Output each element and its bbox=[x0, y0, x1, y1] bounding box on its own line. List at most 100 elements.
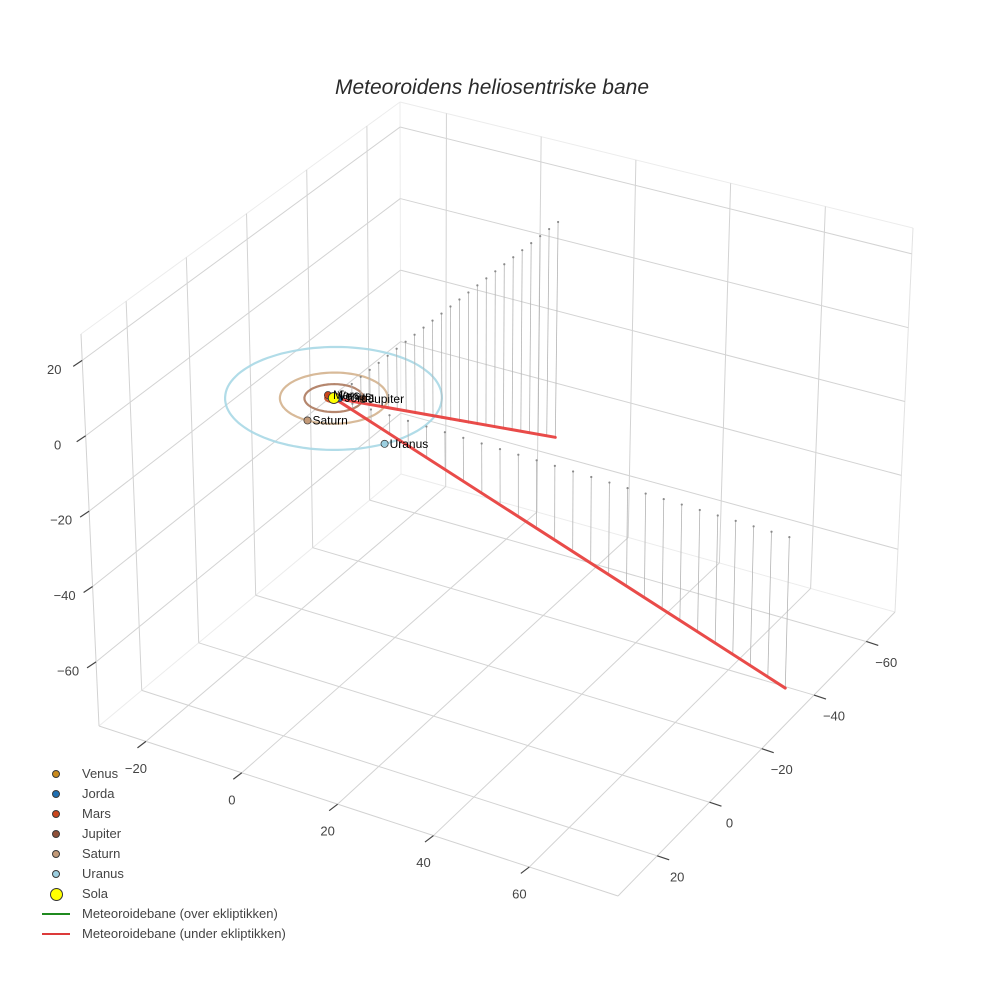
legend-item-saturn[interactable]: Saturn bbox=[36, 844, 326, 864]
drop-line bbox=[714, 515, 719, 643]
legend-item-uranus[interactable]: Uranus bbox=[36, 864, 326, 884]
legend-item-jupiter[interactable]: Jupiter bbox=[36, 824, 326, 844]
drop-line-dot bbox=[608, 481, 611, 484]
y-tick-label: −40 bbox=[823, 709, 845, 724]
planet-markers bbox=[303, 391, 389, 448]
drop-line-dot bbox=[351, 402, 354, 405]
green-line-icon bbox=[42, 913, 70, 915]
legend-label: Jupiter bbox=[82, 826, 122, 841]
box-edge bbox=[400, 473, 896, 613]
drop-line-dot bbox=[626, 486, 629, 490]
jupiter-marker[interactable] bbox=[359, 395, 368, 403]
grid-line bbox=[81, 126, 401, 361]
jupiter-marker-icon bbox=[52, 830, 60, 838]
grid-line bbox=[241, 511, 538, 774]
grid-line bbox=[400, 412, 899, 550]
drop-line-dot bbox=[440, 312, 443, 315]
grid-line bbox=[366, 126, 371, 501]
drop-line bbox=[732, 520, 737, 654]
legend-item-path-above[interactable]: Meteoroidebane (over ekliptikken) bbox=[36, 904, 326, 924]
legend-item-venus[interactable]: Venus bbox=[36, 764, 326, 784]
z-tick-mark bbox=[83, 586, 93, 594]
drop-line bbox=[503, 264, 505, 430]
grid-line bbox=[445, 113, 447, 487]
saturn-orbit bbox=[278, 371, 389, 425]
saturn-marker[interactable] bbox=[303, 416, 312, 425]
jorda-label: Jorda bbox=[344, 391, 374, 405]
drop-line-dot bbox=[680, 503, 683, 506]
x-tick-label: 20 bbox=[320, 824, 334, 839]
z-tick-label: −40 bbox=[54, 588, 76, 603]
box-edge bbox=[894, 227, 914, 613]
grid-line bbox=[85, 198, 401, 437]
drop-line-dot bbox=[716, 514, 719, 517]
drop-line bbox=[608, 482, 610, 573]
drop-line-dot bbox=[553, 464, 556, 467]
drop-line-dot bbox=[406, 419, 410, 422]
legend-item-path-below[interactable]: Meteoroidebane (under ekliptikken) bbox=[36, 924, 326, 944]
grid-lines bbox=[81, 113, 912, 868]
legend-label: Meteoroidebane (over ekliptikken) bbox=[82, 906, 278, 921]
x-tick-mark bbox=[232, 772, 243, 780]
drop-line-dot bbox=[535, 459, 538, 462]
box-edge bbox=[399, 101, 914, 229]
legend-label: Mars bbox=[82, 806, 111, 821]
y-tick-mark bbox=[709, 801, 722, 807]
z-tick-label: 20 bbox=[47, 362, 61, 377]
sun-marker-icon bbox=[50, 888, 63, 901]
x-tick-mark bbox=[328, 803, 339, 812]
z-tick-label: 0 bbox=[54, 437, 61, 452]
y-tick-mark bbox=[761, 748, 774, 754]
drop-line-dot bbox=[431, 319, 434, 322]
mars-marker-icon bbox=[52, 810, 60, 818]
red-line-icon bbox=[42, 933, 70, 935]
drop-line-dot bbox=[503, 263, 506, 266]
grid-line bbox=[337, 537, 629, 805]
legend-label: Sola bbox=[82, 886, 109, 901]
drop-line-dot bbox=[498, 448, 502, 451]
legend-item-jorda[interactable]: Jorda bbox=[36, 784, 326, 804]
drop-line-dot bbox=[413, 333, 416, 336]
drop-line bbox=[529, 243, 532, 434]
drop-line-dot bbox=[480, 442, 483, 445]
drop-line-dot bbox=[662, 497, 665, 501]
drop-line-dot bbox=[476, 284, 479, 287]
drop-line-dot bbox=[422, 326, 425, 329]
drop-line-dot bbox=[341, 389, 344, 393]
box-edge bbox=[80, 101, 401, 335]
drop-line-dot bbox=[494, 270, 497, 273]
y-tick-label: −60 bbox=[875, 655, 897, 670]
drop-line-dot bbox=[770, 530, 773, 533]
drop-line-dot bbox=[530, 242, 533, 245]
x-tick-label: 60 bbox=[512, 886, 526, 901]
sun-marker[interactable] bbox=[327, 392, 340, 404]
grid-line bbox=[433, 562, 720, 836]
drop-line-dot bbox=[443, 431, 446, 434]
legend-item-mars[interactable]: Mars bbox=[36, 804, 326, 824]
uranus-label: Uranus bbox=[390, 437, 429, 451]
drop-line-dot bbox=[788, 536, 791, 539]
jupiter-orbit bbox=[303, 382, 365, 414]
grid-line bbox=[185, 257, 200, 643]
mars-label: Mars bbox=[333, 388, 360, 402]
y-tick-mark bbox=[866, 640, 879, 647]
legend-label: Jorda bbox=[82, 786, 115, 801]
drop-line bbox=[661, 499, 665, 608]
drop-line bbox=[626, 488, 628, 585]
box-edge bbox=[399, 101, 402, 475]
saturn-marker-icon bbox=[52, 850, 60, 858]
y-tick-mark bbox=[813, 694, 827, 700]
uranus-marker[interactable] bbox=[380, 439, 389, 448]
drop-line-dot bbox=[571, 470, 575, 473]
z-tick-mark bbox=[72, 359, 83, 367]
axis-line bbox=[98, 725, 619, 897]
grid-line bbox=[528, 588, 811, 868]
legend-label: Uranus bbox=[82, 866, 124, 881]
legend-item-sola[interactable]: Sola bbox=[36, 884, 326, 904]
grid-line bbox=[92, 341, 401, 587]
drop-line-dot bbox=[734, 519, 737, 523]
drop-line bbox=[679, 504, 683, 620]
grid-line bbox=[255, 594, 762, 750]
